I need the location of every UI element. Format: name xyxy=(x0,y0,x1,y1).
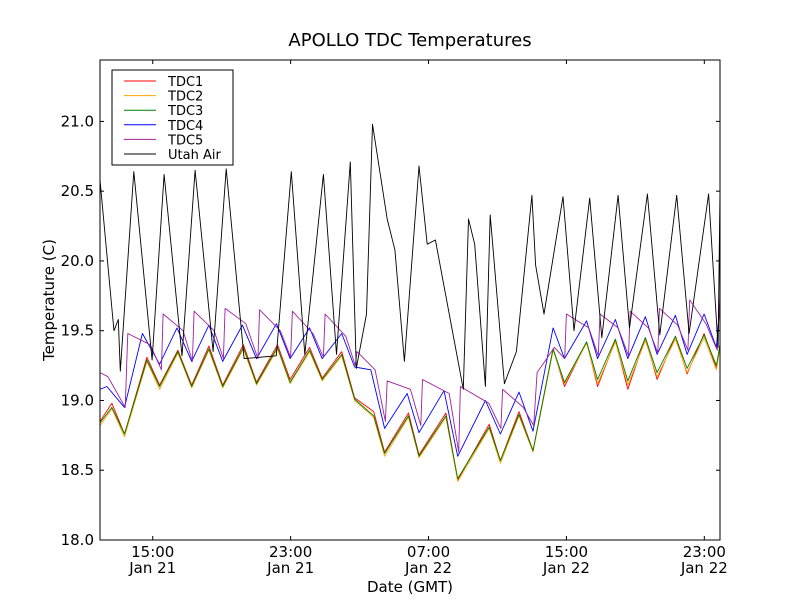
y-tick-label: 20.0 xyxy=(61,252,94,270)
x-axis-label: Date (GMT) xyxy=(367,578,453,596)
x-tick-date-label: Jan 22 xyxy=(404,559,452,577)
chart-title: APOLLO TDC Temperatures xyxy=(288,30,531,51)
legend-label-tdc2: TDC2 xyxy=(167,90,203,105)
x-tick-date-label: Jan 22 xyxy=(542,559,590,577)
legend-box xyxy=(111,69,234,166)
x-tick-label: 15:00 xyxy=(131,543,174,561)
x-tick-label: 23:00 xyxy=(683,543,726,561)
legend-label-utah-air: Utah Air xyxy=(168,148,221,163)
series-line-tdc4 xyxy=(100,302,720,457)
y-tick-label: 18.0 xyxy=(61,531,94,549)
x-tick-date-label: Jan 21 xyxy=(266,559,314,577)
x-tick-label: 23:00 xyxy=(269,543,312,561)
plot-frame xyxy=(99,59,721,541)
y-tick-label: 18.5 xyxy=(61,461,94,479)
series-line-tdc5 xyxy=(100,294,720,453)
legend-label-tdc4: TDC4 xyxy=(167,119,203,134)
plot-lines xyxy=(100,123,720,482)
x-tick-label: 07:00 xyxy=(407,543,450,561)
x-tick-label: 15:00 xyxy=(545,543,588,561)
y-tick-label: 21.0 xyxy=(61,112,94,130)
series-line-utah-air xyxy=(100,123,720,390)
y-axis-label: Temperature (C) xyxy=(40,239,58,362)
legend-label-tdc1: TDC1 xyxy=(167,75,203,90)
x-tick-date-label: Jan 21 xyxy=(128,559,176,577)
y-tick-label: 19.5 xyxy=(61,322,94,340)
y-tick-label: 19.0 xyxy=(61,391,94,409)
y-axis: 18.0 18.5 19.0 19.5 20.0 20.5 21.0 xyxy=(61,112,720,549)
legend-label-tdc3: TDC3 xyxy=(167,104,203,119)
x-tick-date-label: Jan 22 xyxy=(680,559,728,577)
y-tick-label: 20.5 xyxy=(61,182,94,200)
legend-label-tdc5: TDC5 xyxy=(167,133,203,148)
series-line-tdc3 xyxy=(100,334,720,480)
